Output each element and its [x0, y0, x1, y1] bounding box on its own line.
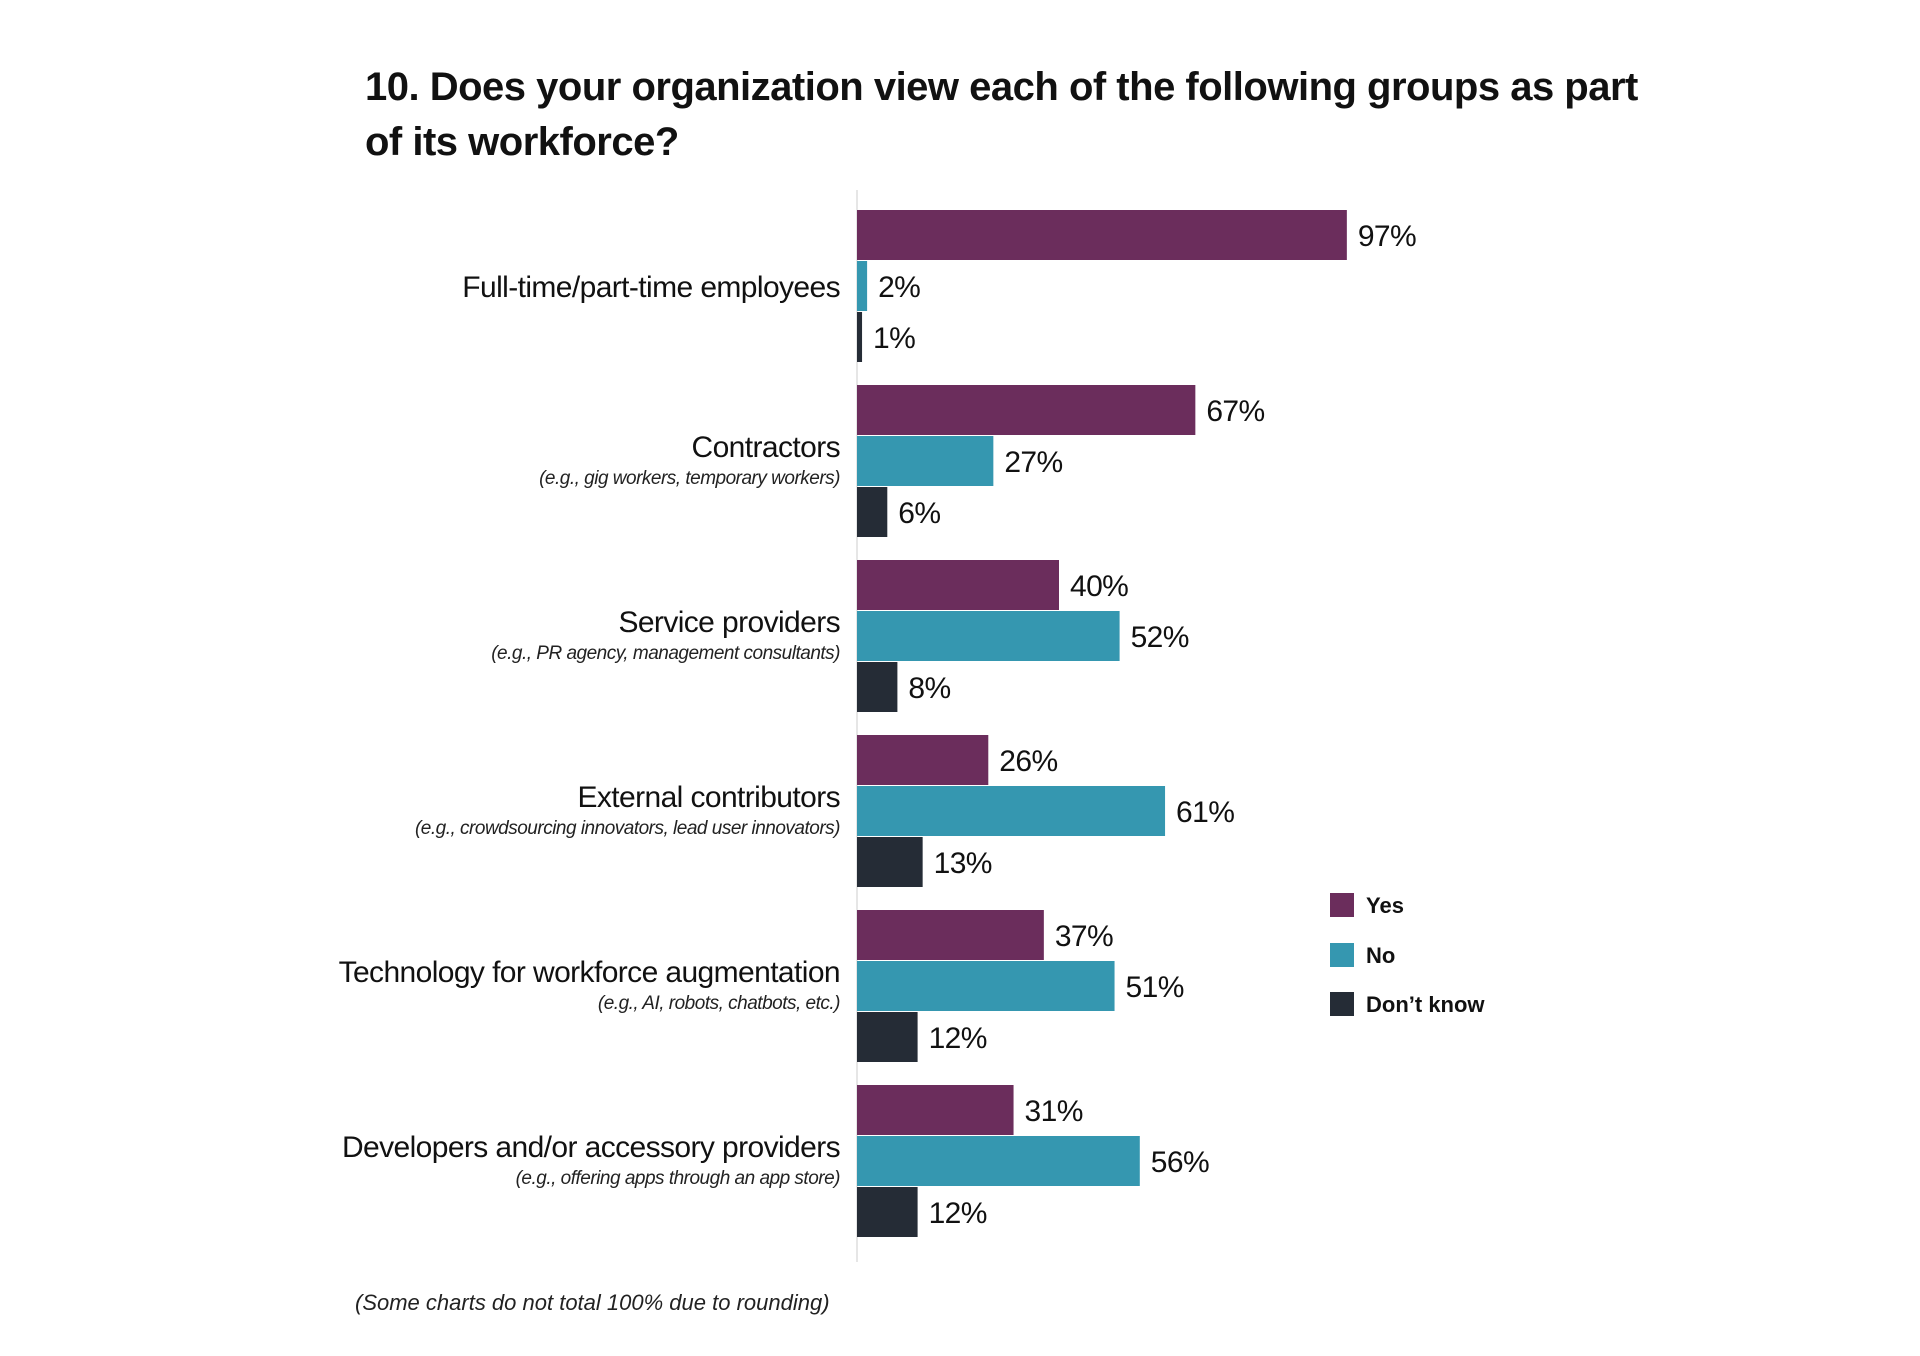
- footnote: (Some charts do not total 100% due to ro…: [355, 1290, 830, 1315]
- legend-swatch: [1330, 943, 1354, 967]
- bar-no: [857, 611, 1120, 661]
- data-label: 61%: [1176, 796, 1234, 829]
- data-label: 6%: [898, 497, 940, 530]
- category-label: Developers and/or accessory providers: [342, 1131, 840, 1164]
- bar-don-t-know: [857, 487, 888, 537]
- category-label: Contractors: [692, 431, 840, 464]
- data-label: 12%: [929, 1022, 987, 1055]
- category-sublabel: (e.g., PR agency, management consultants…: [491, 643, 840, 664]
- legend-label: Don’t know: [1366, 992, 1485, 1017]
- legend: Yes No Don’t know: [1330, 893, 1485, 1017]
- bar-don-t-know: [857, 1012, 918, 1062]
- legend-swatch: [1330, 893, 1354, 917]
- legend-swatch: [1330, 992, 1354, 1016]
- data-label: 51%: [1126, 971, 1184, 1004]
- data-label: 8%: [908, 672, 950, 705]
- data-label: 12%: [929, 1197, 987, 1230]
- legend-label: Yes: [1366, 893, 1404, 918]
- bar-don-t-know: [857, 312, 863, 362]
- category-sublabel: (e.g., offering apps through an app stor…: [516, 1168, 841, 1189]
- data-label: 67%: [1206, 395, 1264, 428]
- data-label: 97%: [1358, 220, 1416, 253]
- bar-yes: [857, 1085, 1014, 1135]
- category-label: Technology for workforce augmentation: [339, 956, 840, 989]
- bar-no: [857, 1136, 1140, 1186]
- data-label: 40%: [1070, 570, 1128, 603]
- bar-no: [857, 261, 868, 311]
- data-label: 52%: [1131, 621, 1189, 654]
- category-sublabel: (e.g., gig workers, temporary workers): [539, 468, 840, 489]
- legend-label: No: [1366, 943, 1395, 968]
- category-label: Service providers: [618, 606, 840, 639]
- bar-don-t-know: [857, 662, 898, 712]
- category-label: Full-time/part-time employees: [462, 271, 840, 304]
- category-sublabel: (e.g., crowdsourcing innovators, lead us…: [415, 818, 840, 839]
- bar-no: [857, 786, 1166, 836]
- bar-no: [857, 961, 1115, 1011]
- bar-yes: [857, 560, 1059, 610]
- data-label: 27%: [1004, 446, 1062, 479]
- chart-title: 10. Does your organization view each of …: [365, 65, 1638, 164]
- bar-yes: [857, 210, 1347, 260]
- bars-group: 97% 2% 1% 67% 27% 6% 40%52% 8% 26% 61% 13% 37% 51% 12…: [857, 210, 1417, 1237]
- category-sublabel: (e.g., AI, robots, chatbots, etc.): [598, 993, 840, 1014]
- bar-no: [857, 436, 994, 486]
- data-label: 31%: [1025, 1095, 1083, 1128]
- data-label: 13%: [934, 847, 992, 880]
- bar-don-t-know: [857, 1187, 918, 1237]
- bar-yes: [857, 910, 1044, 960]
- bar-don-t-know: [857, 837, 923, 887]
- category-labels-group: Full-time/part-time employees Contractors…: [339, 271, 841, 1189]
- data-label: 56%: [1151, 1146, 1209, 1179]
- bar-yes: [857, 385, 1196, 435]
- data-label: 26%: [999, 745, 1057, 778]
- category-label: External contributors: [577, 781, 840, 814]
- bar-yes: [857, 735, 989, 785]
- data-label: 2%: [878, 271, 920, 304]
- data-label: 1%: [873, 322, 915, 355]
- data-label: 37%: [1055, 920, 1113, 953]
